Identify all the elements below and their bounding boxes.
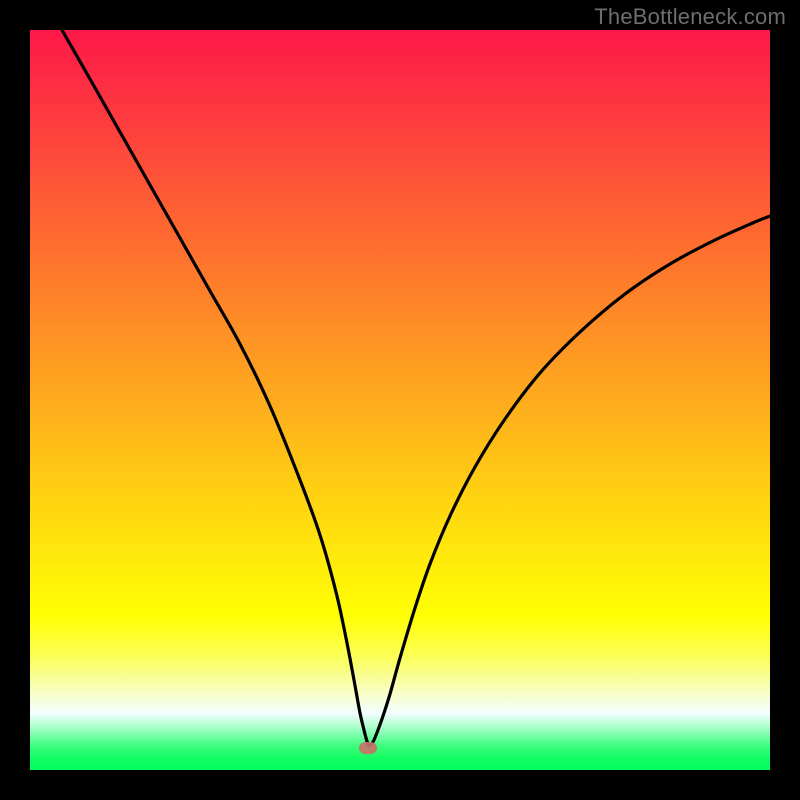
- curve-layer: [30, 30, 770, 770]
- chart-frame: TheBottleneck.com: [0, 0, 800, 800]
- marker-dot: [359, 742, 377, 754]
- plot-area: [30, 30, 770, 770]
- bottleneck-curve: [62, 30, 770, 746]
- watermark-text: TheBottleneck.com: [594, 4, 786, 30]
